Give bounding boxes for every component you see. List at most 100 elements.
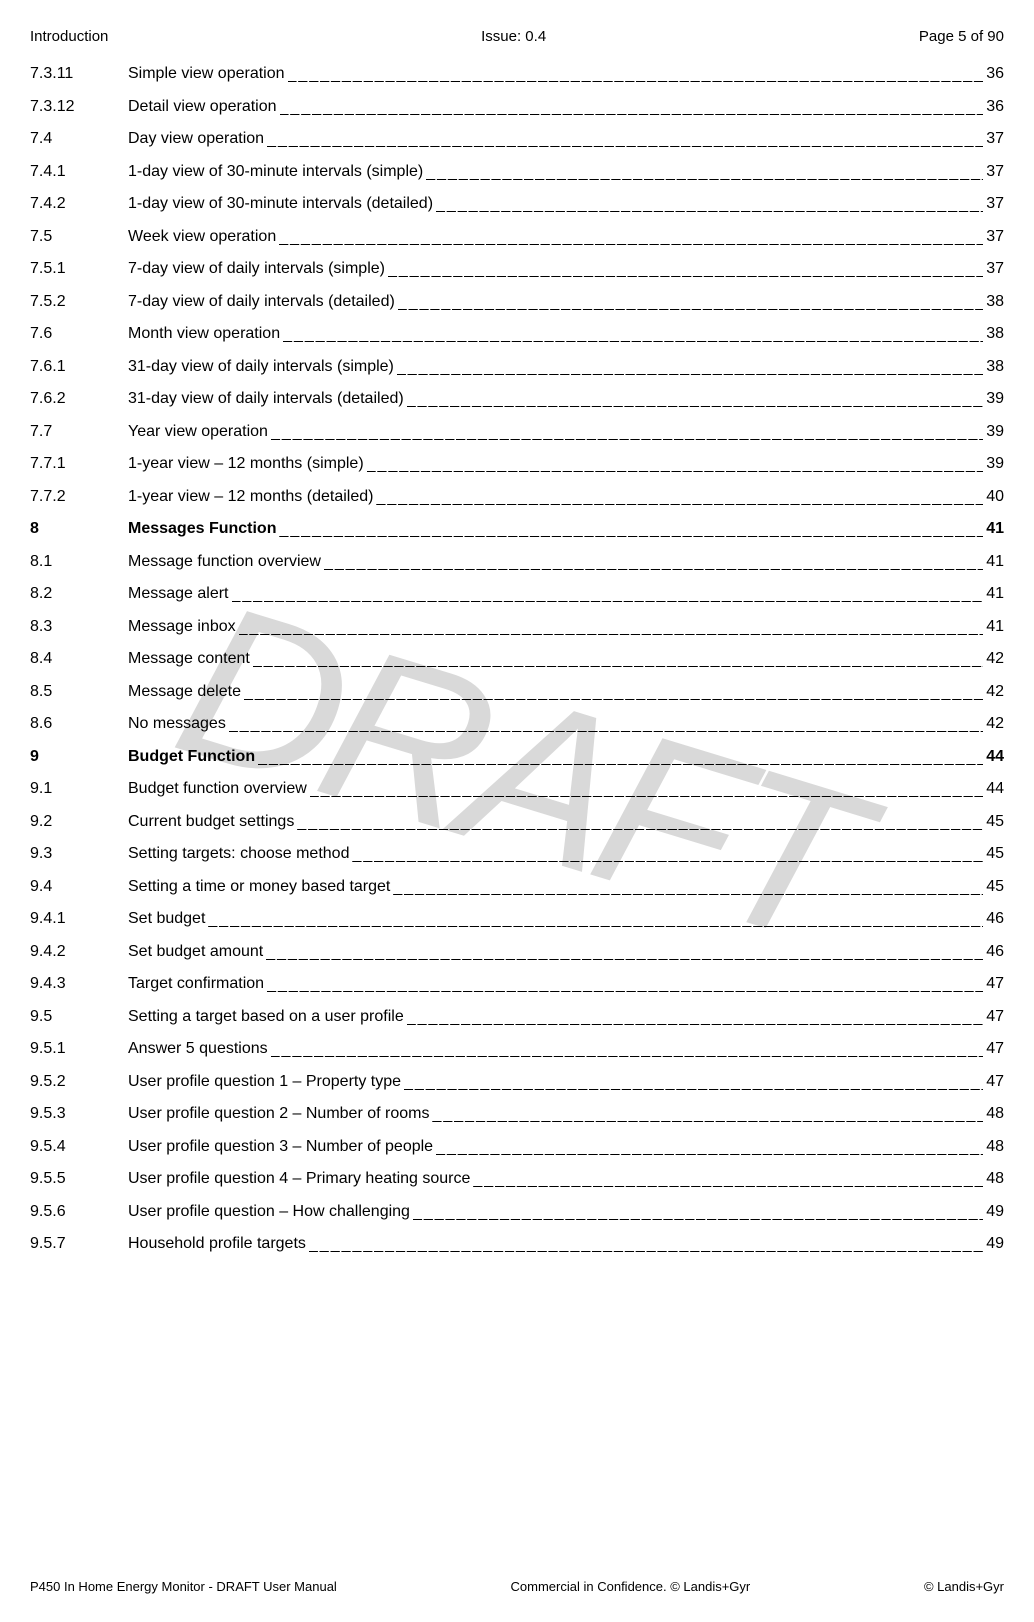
toc-section-title: Week view operation [128,228,279,246]
page-footer: P450 In Home Energy Monitor - DRAFT User… [30,1579,1004,1594]
toc-leader: ________________________________________… [267,976,983,994]
toc-page-number: 37 [983,260,1004,278]
toc-section-title: User profile question – How challenging [128,1203,413,1221]
toc-page-number: 41 [983,585,1004,603]
toc-row: 8Messages Function______________________… [30,520,1004,538]
toc-section-title: User profile question 2 – Number of room… [128,1105,432,1123]
toc-section-number: 7.6.2 [30,390,128,408]
toc-page-number: 41 [983,618,1004,636]
toc-section-number: 9.4 [30,878,128,896]
toc-leader: ________________________________________… [266,944,983,962]
toc-section-title: 7-day view of daily intervals (detailed) [128,293,398,311]
toc-section-number: 7.7 [30,423,128,441]
toc-leader: ________________________________________… [271,424,983,442]
toc-section-title: Message content [128,650,253,668]
toc-page-number: 41 [983,553,1004,571]
toc-row: 7.6.231-day view of daily intervals (det… [30,390,1004,408]
toc-section-title: Setting a time or money based target [128,878,393,896]
toc-leader: ________________________________________… [258,749,983,767]
toc-section-title: Day view operation [128,130,267,148]
toc-leader: ________________________________________… [244,684,983,702]
toc-page-number: 44 [983,780,1004,798]
toc-section-title: 7-day view of daily intervals (simple) [128,260,388,278]
toc-row: 7.5.17-day view of daily intervals (simp… [30,260,1004,278]
toc-section-title: 1-day view of 30-minute intervals (simpl… [128,163,426,181]
toc-leader: ________________________________________… [267,131,983,149]
toc-section-number: 7.6 [30,325,128,343]
toc-row: 9.1Budget function overview_____________… [30,780,1004,798]
toc-leader: ________________________________________… [407,1009,983,1027]
toc-page-number: 44 [983,748,1004,766]
toc-row: 8.6No messages__________________________… [30,715,1004,733]
toc-leader: ________________________________________… [253,651,983,669]
toc-section-number: 7.3.12 [30,98,128,116]
toc-row: 7.4.11-day view of 30-minute intervals (… [30,163,1004,181]
toc-row: 9.3Setting targets: choose method_______… [30,845,1004,863]
toc-page-number: 49 [983,1203,1004,1221]
toc-page-number: 39 [983,423,1004,441]
toc-page-number: 45 [983,813,1004,831]
toc-section-number: 9.4.3 [30,975,128,993]
toc-row: 7.7.21-year view – 12 months (detailed)_… [30,488,1004,506]
toc-section-number: 7.7.1 [30,455,128,473]
toc-section-title: Year view operation [128,423,271,441]
toc-leader: ________________________________________… [436,1139,983,1157]
toc-section-number: 9.5.4 [30,1138,128,1156]
toc-row: 9.4.2Set budget amount__________________… [30,943,1004,961]
toc-row: 7.5.27-day view of daily intervals (deta… [30,293,1004,311]
toc-leader: ________________________________________… [404,1074,983,1092]
toc-row: 7.7Year view operation__________________… [30,423,1004,441]
toc-leader: ________________________________________… [407,391,984,409]
toc-section-title: 1-year view – 12 months (simple) [128,455,367,473]
toc-section-number: 8.2 [30,585,128,603]
toc-row: 9.5.5User profile question 4 – Primary h… [30,1170,1004,1188]
toc-row: 8.5Message delete_______________________… [30,683,1004,701]
toc-page-number: 38 [983,293,1004,311]
toc-section-number: 9.5.7 [30,1235,128,1253]
toc-section-number: 8.5 [30,683,128,701]
toc-leader: ________________________________________… [297,814,983,832]
toc-section-number: 7.4.1 [30,163,128,181]
header-left: Introduction [30,28,108,45]
page-header: Introduction Issue: 0.4 Page 5 of 90 [0,0,1034,45]
toc-row: 7.5Week view operation__________________… [30,228,1004,246]
toc-section-number: 8.4 [30,650,128,668]
toc-row: 9.5.7Household profile targets__________… [30,1235,1004,1253]
toc-page-number: 37 [983,195,1004,213]
toc-section-number: 7.6.1 [30,358,128,376]
toc-row: 9.5.3User profile question 2 – Number of… [30,1105,1004,1123]
toc-section-number: 9.1 [30,780,128,798]
toc-page-number: 41 [983,520,1004,538]
toc-page-number: 48 [983,1138,1004,1156]
toc-section-title: Simple view operation [128,65,288,83]
toc-leader: ________________________________________… [239,619,984,637]
toc-section-title: 1-year view – 12 months (detailed) [128,488,376,506]
toc-row: 7.6.131-day view of daily intervals (sim… [30,358,1004,376]
toc-leader: ________________________________________… [288,66,984,84]
toc-page-number: 36 [983,65,1004,83]
toc-leader: ________________________________________… [352,846,983,864]
toc-page-number: 39 [983,455,1004,473]
footer-right: © Landis+Gyr [924,1579,1004,1594]
toc-leader: ________________________________________… [376,489,983,507]
toc-row: 9.5.2User profile question 1 – Property … [30,1073,1004,1091]
toc-row: 9.5.4User profile question 3 – Number of… [30,1138,1004,1156]
toc-row: 8.2Message alert________________________… [30,585,1004,603]
toc-section-number: 7.4 [30,130,128,148]
toc-page-number: 37 [983,228,1004,246]
toc-row: 7.6Month view operation_________________… [30,325,1004,343]
toc-page-number: 48 [983,1105,1004,1123]
toc-leader: ________________________________________… [232,586,984,604]
toc-row: 7.4Day view operation___________________… [30,130,1004,148]
toc-row: 8.1Message function overview____________… [30,553,1004,571]
toc-page-number: 37 [983,130,1004,148]
toc-page-number: 42 [983,683,1004,701]
toc-row: 9.4.1Set budget_________________________… [30,910,1004,928]
toc-section-title: Messages Function [128,520,279,538]
toc-leader: ________________________________________… [280,99,984,117]
toc-leader: ________________________________________… [208,911,983,929]
toc-leader: ________________________________________… [279,229,983,247]
toc-section-title: Message function overview [128,553,324,571]
toc-section-number: 7.7.2 [30,488,128,506]
toc-section-title: No messages [128,715,229,733]
